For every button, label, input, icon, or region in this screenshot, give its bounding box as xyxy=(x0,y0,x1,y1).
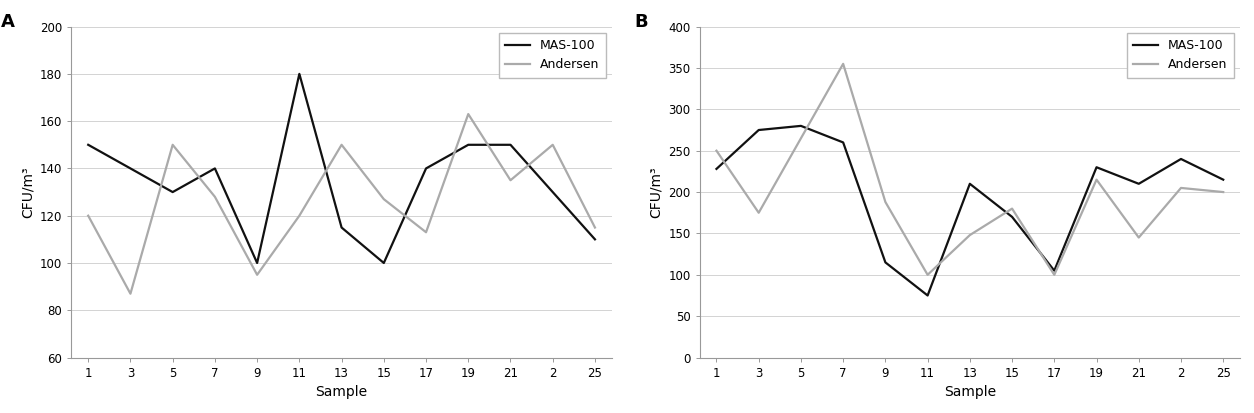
MAS-100 xyxy=(794,123,809,128)
Legend: MAS-100, Andersen: MAS-100, Andersen xyxy=(499,33,606,78)
MAS-100 xyxy=(80,142,95,147)
MAS-100 xyxy=(1004,214,1020,219)
Andersen xyxy=(1215,190,1230,195)
Andersen xyxy=(1004,206,1020,211)
MAS-100 xyxy=(878,260,893,265)
Andersen xyxy=(587,225,602,230)
MAS-100 xyxy=(207,166,222,171)
MAS-100 xyxy=(419,166,434,171)
Andersen xyxy=(1174,185,1189,190)
Line: MAS-100: MAS-100 xyxy=(716,126,1223,295)
MAS-100 xyxy=(334,225,349,230)
Line: MAS-100: MAS-100 xyxy=(88,74,594,263)
X-axis label: Sample: Sample xyxy=(944,385,996,399)
Andersen xyxy=(80,213,95,218)
Text: A: A xyxy=(1,13,15,31)
MAS-100 xyxy=(1088,165,1104,170)
Andersen xyxy=(962,233,977,237)
Andersen xyxy=(334,142,349,147)
MAS-100 xyxy=(1131,181,1146,186)
MAS-100 xyxy=(460,142,475,147)
Andersen xyxy=(835,62,850,66)
Andersen xyxy=(545,142,561,147)
MAS-100 xyxy=(587,237,602,242)
Y-axis label: CFU/m³: CFU/m³ xyxy=(20,166,34,218)
MAS-100 xyxy=(751,128,766,133)
Andersen xyxy=(292,213,307,218)
Andersen xyxy=(878,199,893,204)
MAS-100 xyxy=(545,190,561,195)
Andersen xyxy=(503,178,518,183)
MAS-100 xyxy=(123,166,138,171)
Y-axis label: CFU/m³: CFU/m³ xyxy=(648,166,663,218)
Line: Andersen: Andersen xyxy=(88,114,594,294)
Andersen xyxy=(1047,272,1062,277)
MAS-100 xyxy=(292,71,307,76)
Andersen xyxy=(751,210,766,215)
Andersen xyxy=(1088,177,1104,182)
MAS-100 xyxy=(250,261,265,266)
Andersen xyxy=(250,272,265,277)
Andersen xyxy=(920,272,935,277)
MAS-100 xyxy=(920,293,935,298)
Andersen xyxy=(207,195,222,199)
MAS-100 xyxy=(503,142,518,147)
Line: Andersen: Andersen xyxy=(716,64,1223,275)
MAS-100 xyxy=(166,190,181,195)
MAS-100 xyxy=(835,140,850,145)
X-axis label: Sample: Sample xyxy=(316,385,367,399)
Andersen xyxy=(794,136,809,141)
Andersen xyxy=(166,142,181,147)
MAS-100 xyxy=(1047,268,1062,273)
MAS-100 xyxy=(709,166,724,171)
MAS-100 xyxy=(1215,177,1230,182)
MAS-100 xyxy=(1174,157,1189,161)
Legend: MAS-100, Andersen: MAS-100, Andersen xyxy=(1127,33,1234,78)
MAS-100 xyxy=(962,181,977,186)
Text: B: B xyxy=(635,13,648,31)
Andersen xyxy=(123,291,138,296)
MAS-100 xyxy=(376,261,391,266)
Andersen xyxy=(460,112,475,116)
Andersen xyxy=(1131,235,1146,240)
Andersen xyxy=(709,148,724,153)
Andersen xyxy=(376,197,391,202)
Andersen xyxy=(419,230,434,235)
